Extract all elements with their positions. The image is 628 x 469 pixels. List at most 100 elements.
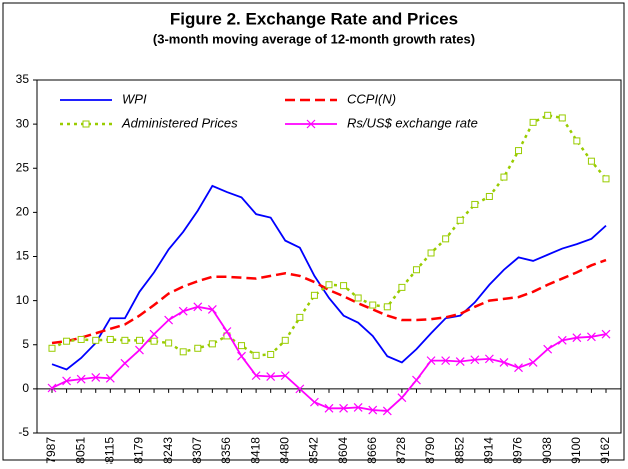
point-marker [601, 329, 611, 339]
point-marker [325, 281, 333, 289]
point-marker [529, 118, 537, 126]
point-marker [471, 200, 479, 208]
y-tick-label: 20 [16, 205, 30, 219]
point-marker [354, 294, 362, 302]
x-tick-label: 38728 [394, 437, 408, 464]
legend-label: Rs/US$ exchange rate [347, 115, 478, 130]
point-marker [296, 313, 304, 321]
x-tick-label: 38604 [336, 437, 350, 464]
point-marker [47, 383, 57, 393]
x-tick-label: 38480 [277, 437, 291, 464]
point-marker [121, 336, 129, 344]
point-marker [484, 354, 494, 364]
x-tick-label: 38307 [190, 437, 204, 464]
point-marker [412, 266, 420, 274]
chart-title: Figure 2. Exchange Rate and Prices [170, 9, 458, 28]
point-marker [251, 371, 261, 381]
point-marker [514, 363, 523, 373]
x-tick-label: 38051 [73, 437, 87, 464]
point-marker [193, 302, 203, 312]
y-tick-label: 25 [16, 160, 30, 174]
x-tick-label: 38914 [482, 437, 496, 464]
point-marker [92, 336, 100, 344]
legend-label: Administered Prices [121, 115, 238, 130]
point-marker [178, 306, 188, 316]
legend-marker [82, 120, 90, 128]
point-marker [207, 305, 217, 314]
x-tick-label: 39162 [598, 437, 612, 464]
point-marker [369, 301, 377, 309]
point-marker [515, 147, 523, 155]
point-marker [572, 333, 582, 343]
x-tick-label: 38852 [452, 437, 466, 464]
point-marker [237, 351, 246, 361]
point-marker [586, 332, 596, 342]
x-tick-label: 39038 [540, 437, 554, 464]
y-tick-label: 15 [16, 249, 30, 263]
point-marker [295, 384, 305, 394]
x-tick-label: 38976 [511, 437, 525, 464]
point-marker [150, 337, 158, 345]
point-marker [383, 303, 391, 311]
point-marker [252, 351, 260, 359]
point-marker [62, 376, 72, 386]
point-marker [77, 335, 85, 343]
point-marker [427, 249, 435, 257]
x-tick-label: 39100 [569, 437, 583, 464]
point-marker [164, 315, 174, 325]
point-marker [281, 336, 289, 344]
legend-marker [306, 119, 316, 129]
point-marker [382, 406, 392, 416]
y-tick-label: 30 [16, 116, 30, 130]
point-marker [266, 372, 276, 381]
x-tick-label: 38790 [423, 437, 437, 464]
x-tick-label: 38356 [219, 437, 233, 464]
y-tick-label: 35 [16, 72, 30, 86]
point-marker [412, 375, 421, 385]
point-marker [105, 373, 115, 383]
legend-label: WPI [122, 91, 147, 106]
point-marker [120, 358, 130, 368]
point-marker [135, 336, 143, 344]
chart-border [2, 2, 625, 461]
point-marker [456, 216, 464, 224]
point-marker [398, 283, 406, 291]
x-tick-label: 38243 [161, 437, 175, 464]
point-marker [194, 344, 202, 352]
point-marker [442, 235, 450, 243]
legend-label: CCPI(N) [347, 91, 396, 106]
point-marker [543, 344, 553, 354]
point-marker [324, 403, 334, 413]
point-marker [149, 329, 159, 339]
x-tick-label: 38179 [132, 437, 146, 464]
point-marker [557, 335, 567, 345]
point-marker [368, 405, 378, 415]
point-marker [91, 372, 101, 382]
point-marker [208, 340, 216, 348]
y-tick-label: 10 [16, 293, 30, 307]
point-marker [353, 402, 363, 412]
x-tick-label: 37987 [44, 437, 58, 464]
point-marker [499, 357, 509, 367]
x-tick-label: 38115 [102, 437, 116, 464]
point-marker [310, 291, 318, 299]
point-marker [135, 345, 144, 355]
point-marker [63, 337, 71, 345]
point-marker [455, 357, 465, 366]
point-marker [106, 335, 114, 343]
point-marker [558, 114, 566, 122]
point-marker [280, 371, 290, 381]
x-tick-label: 38666 [365, 437, 379, 464]
point-marker [76, 374, 86, 384]
point-marker [179, 348, 187, 356]
y-tick-label: 0 [22, 381, 29, 395]
point-marker [500, 173, 508, 181]
point-marker [485, 192, 493, 200]
series-line [51, 258, 607, 345]
series-line [51, 184, 607, 371]
point-marker [573, 137, 581, 145]
point-marker [222, 327, 232, 336]
point-marker [426, 356, 436, 366]
y-tick-label: 5 [22, 337, 29, 351]
